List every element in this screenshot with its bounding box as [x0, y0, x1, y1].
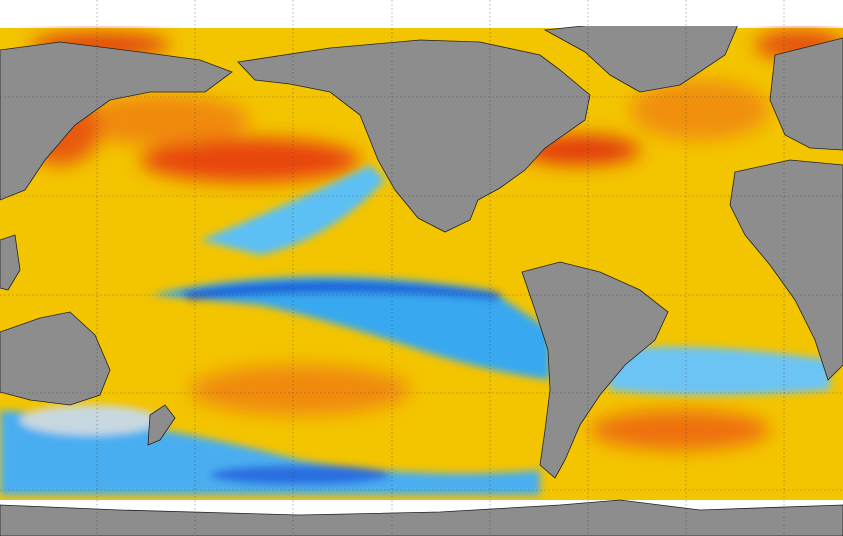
warm-patch: [590, 410, 770, 450]
cool-patch: [180, 281, 500, 300]
top-margin: [0, 0, 843, 26]
cool-patch: [600, 346, 830, 395]
africa: [729, 159, 843, 381]
asia: [0, 41, 233, 201]
warm-patch: [70, 95, 250, 145]
cool-anomalies: [0, 165, 830, 495]
europe: [769, 37, 843, 151]
cool-patch: [210, 465, 390, 485]
landmasses: [0, 19, 843, 536]
warm-patch: [630, 80, 770, 140]
east-asia-islands: [0, 234, 21, 291]
antarctica: [0, 499, 843, 536]
south-america: [521, 261, 669, 479]
cool-patch: [200, 165, 385, 255]
north-america: [237, 39, 591, 233]
warm-patch: [190, 365, 410, 415]
new-zealand: [147, 404, 176, 446]
australia: [0, 311, 111, 406]
cool-patch: [150, 276, 550, 380]
neutral-patch: [20, 405, 160, 435]
